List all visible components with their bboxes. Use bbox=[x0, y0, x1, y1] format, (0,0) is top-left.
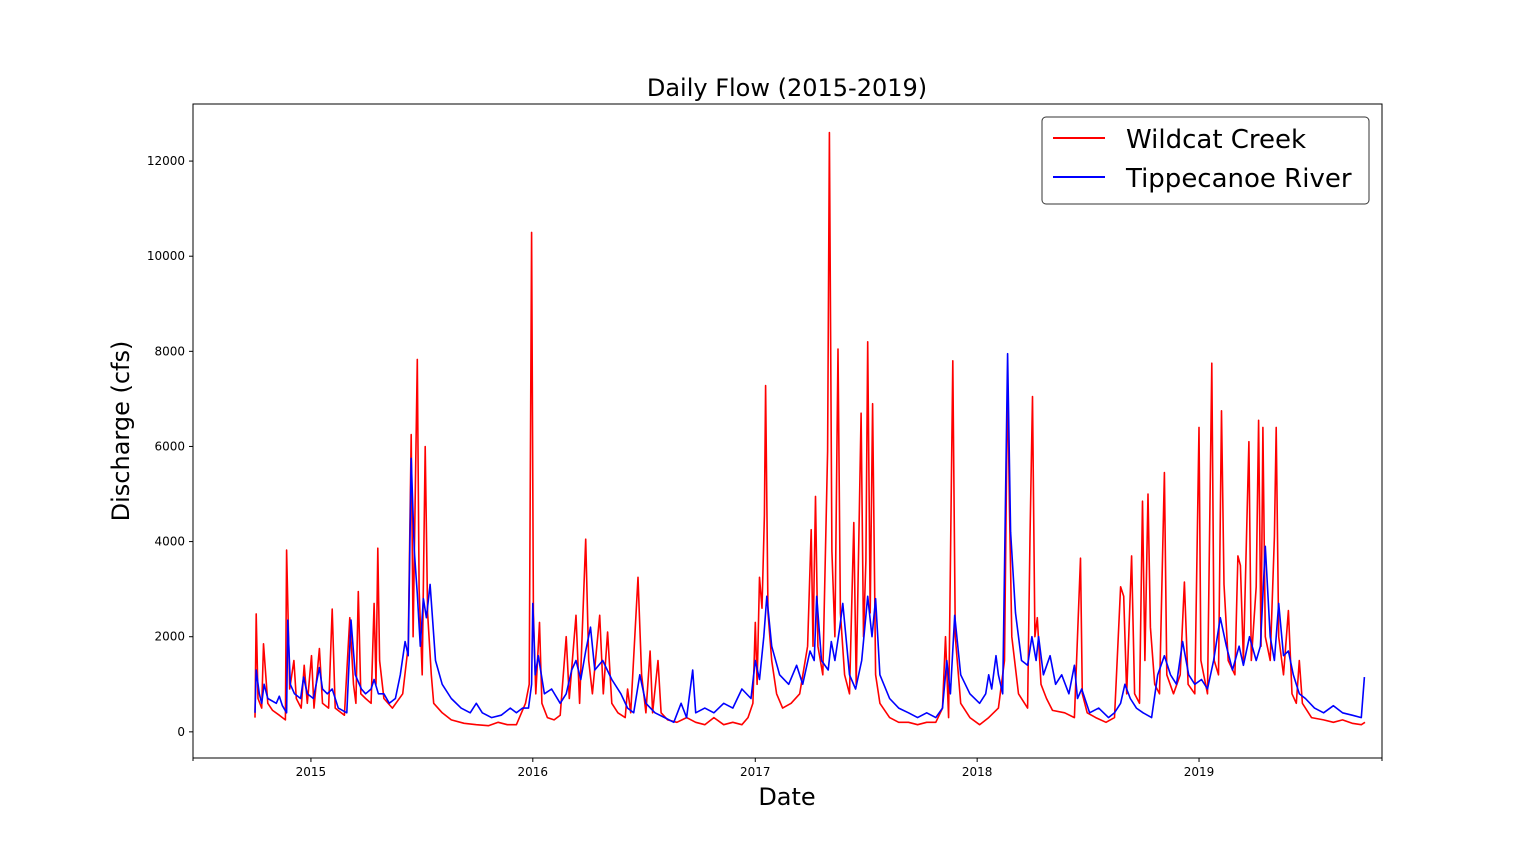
x-tick-label: 2016 bbox=[518, 765, 549, 779]
y-axis-label: Discharge (cfs) bbox=[107, 341, 135, 522]
x-axis: 2015 2016 2017 2018 2019 bbox=[192, 758, 1383, 779]
legend-label-tippecanoe-river: Tippecanoe River bbox=[1125, 164, 1352, 194]
y-tick-label: 10000 bbox=[147, 249, 185, 263]
y-tick-label: 4000 bbox=[154, 535, 185, 549]
series-layer bbox=[254, 131, 1366, 727]
legend-box bbox=[1041, 116, 1370, 205]
plot-area bbox=[192, 103, 1383, 759]
chart-title: Daily Flow (2015-2019) bbox=[647, 74, 927, 102]
x-tick-label: 2017 bbox=[740, 765, 771, 779]
y-tick-label: 6000 bbox=[154, 439, 185, 453]
x-tick-label: 2018 bbox=[962, 765, 993, 779]
y-tick-label: 8000 bbox=[154, 344, 185, 358]
x-tick-label: 2019 bbox=[1184, 765, 1215, 779]
series-line-tippecanoe-river bbox=[254, 352, 1366, 724]
legend: Wildcat Creek Tippecanoe River bbox=[1041, 116, 1370, 205]
legend-label-wildcat-creek: Wildcat Creek bbox=[1126, 125, 1306, 155]
x-axis-label: Date bbox=[758, 783, 815, 811]
y-tick-label: 2000 bbox=[154, 630, 185, 644]
x-tick-label: 2015 bbox=[296, 765, 327, 779]
y-tick-label: 0 bbox=[177, 725, 185, 739]
y-axis: 0 2000 4000 6000 8000 10000 12000 bbox=[147, 154, 193, 739]
plot-frame bbox=[192, 103, 1383, 759]
y-tick-label: 12000 bbox=[147, 154, 185, 168]
